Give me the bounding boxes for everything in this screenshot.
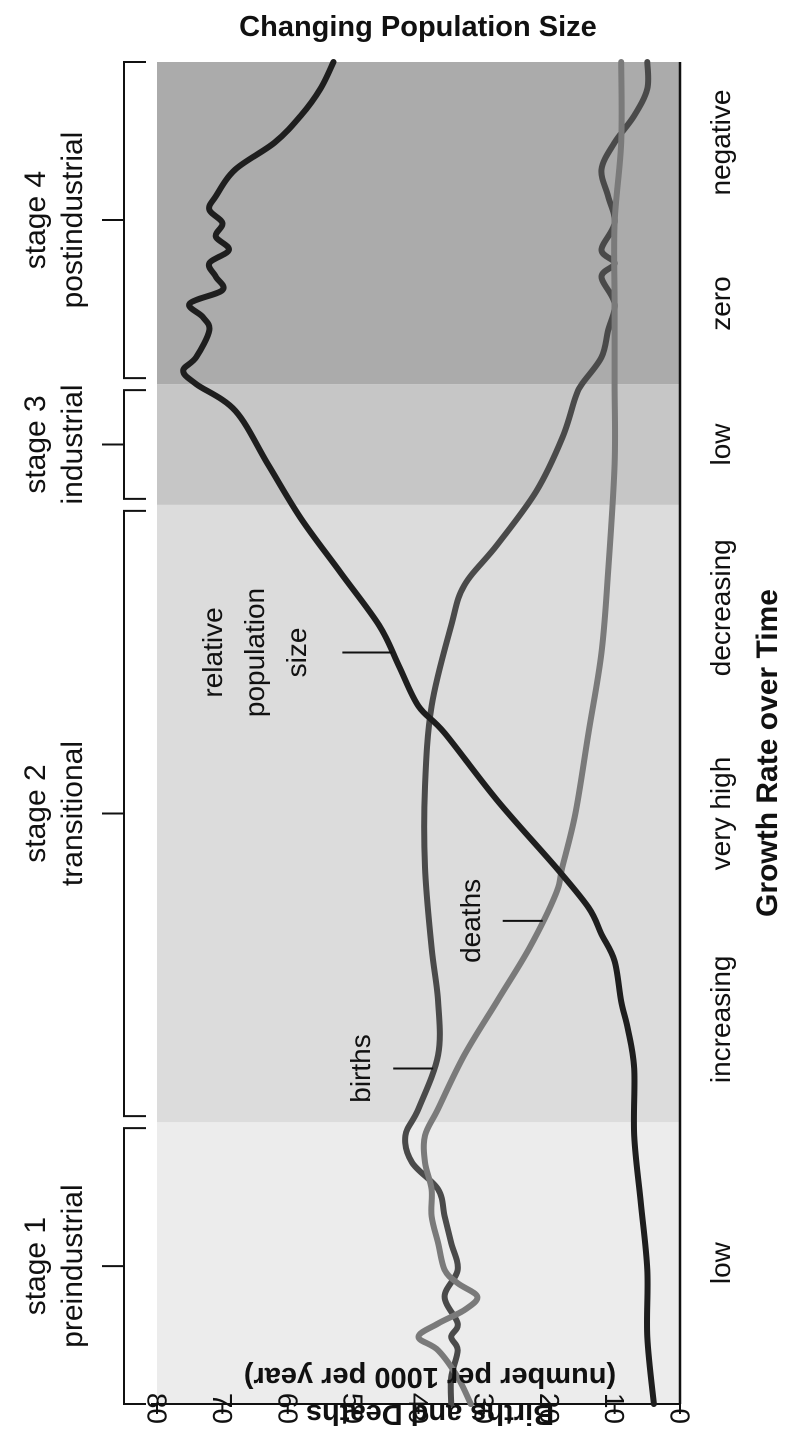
y-tick-label-40: 40 (403, 1393, 434, 1424)
stage-sublabel-2: transitional (56, 741, 89, 886)
axes (102, 61, 682, 1414)
y-tick-label-0: 0 (665, 1408, 696, 1424)
stage-label-4: stage 4 (19, 171, 52, 269)
y-tick-label-50: 50 (338, 1393, 369, 1424)
stage-bracket-2 (123, 509, 146, 1118)
y-tick-label-10: 10 (599, 1393, 630, 1424)
population-label-line-3: size (281, 628, 312, 678)
stage-label-2: stage 2 (19, 764, 52, 862)
stage-band-2 (157, 504, 680, 1123)
series-line-relative-population-size (180, 59, 657, 1407)
growth-rate-label-5: low (705, 423, 736, 466)
y-axis-title-line-1: Births and Deaths (306, 1398, 554, 1430)
stage-label-3: stage 3 (19, 395, 52, 493)
growth-rate-label-1: low (705, 1241, 736, 1284)
y-axis-title-line-2: (number per 1000 per year) (244, 1361, 616, 1393)
labels: 0 10 20 30 40 50 60 70 80 Births and Deaths (numbe… (19, 90, 784, 1430)
growth-rate-label-2: increasing (705, 955, 736, 1083)
y-tick-label-30: 30 (468, 1393, 499, 1424)
stage-band-4 (157, 62, 680, 385)
stage-band-3 (157, 384, 680, 505)
growth-rate-label-4: decreasing (705, 539, 736, 676)
stage-bracket-1 (123, 1127, 146, 1405)
growth-rate-label-6: zero (705, 276, 736, 330)
y-tick-label-80: 80 (142, 1393, 173, 1424)
stage-bracket-3 (123, 389, 146, 500)
population-label-line-1: relative (197, 607, 228, 697)
growth-rate-label-7: negative (705, 90, 736, 196)
y-tick-label-60: 60 (272, 1393, 303, 1424)
series-line-deaths (415, 59, 625, 1407)
stage-bracket-4 (123, 61, 146, 380)
stage-label-1: stage 1 (19, 1217, 52, 1315)
population-label-line-2: population (239, 588, 270, 717)
series-line-births (402, 59, 652, 1407)
stage-sublabel-3: industrial (56, 384, 89, 504)
series-lines (180, 59, 657, 1407)
births-label: births (345, 1034, 376, 1102)
x-axis-title: Growth Rate over Time (751, 589, 784, 917)
stage-sublabel-1: preindustrial (56, 1184, 89, 1347)
chart-title: Changing Population Size (239, 11, 597, 43)
stage-backgrounds (157, 62, 680, 1404)
stage-sublabel-4: postindustrial (56, 132, 89, 309)
deaths-label: deaths (455, 879, 486, 963)
y-tick-label-20: 20 (534, 1393, 565, 1424)
y-tick-label-70: 70 (207, 1393, 238, 1424)
growth-rate-label-3: very high (705, 757, 736, 871)
